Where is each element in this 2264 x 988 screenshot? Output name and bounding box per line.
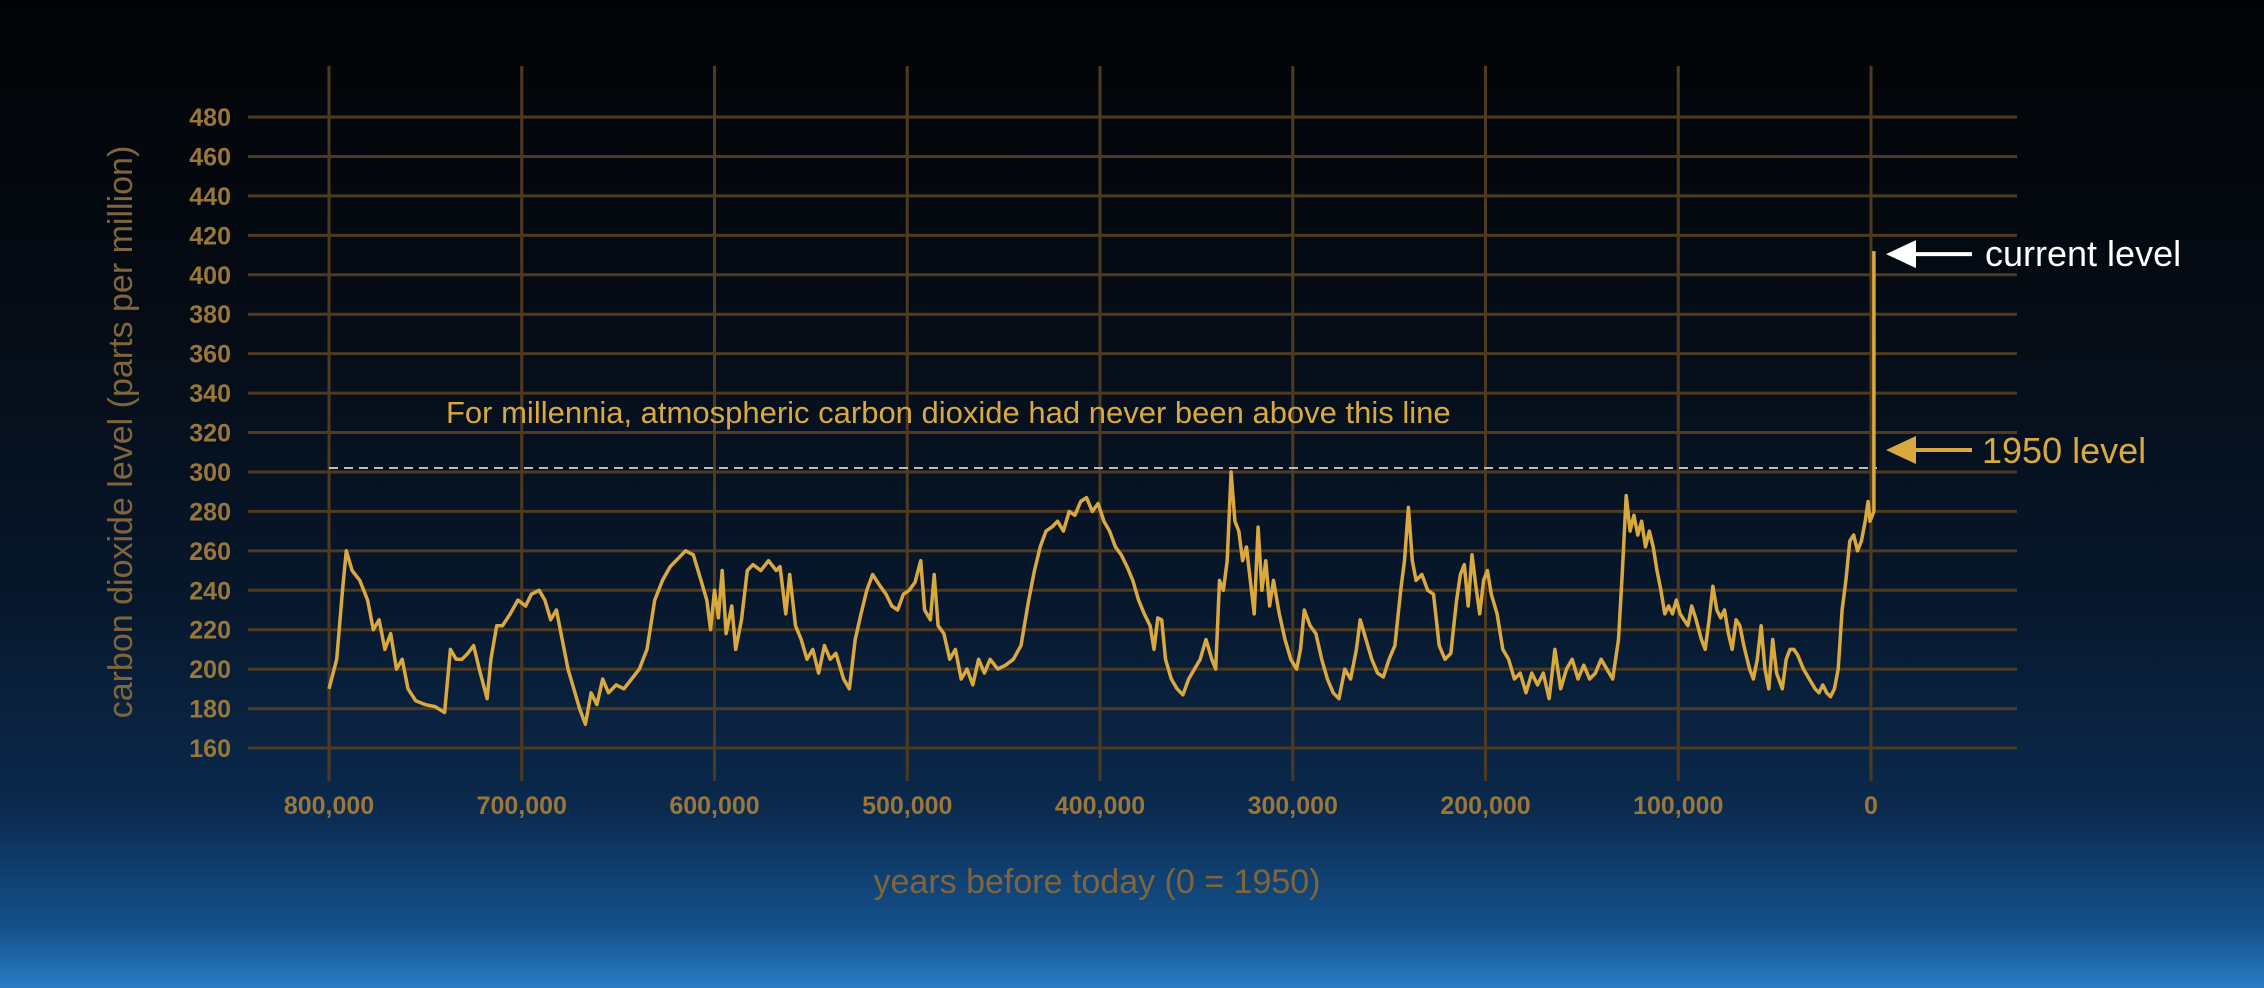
x-tick-label: 500,000 <box>862 792 952 820</box>
x-tick-labels: 800,000 700,000 600,000 500,000 400,000 300,0… <box>284 792 1878 820</box>
1950-level-label: 1950 level <box>1982 430 2146 471</box>
x-tick-label: 400,000 <box>1055 792 1145 820</box>
co2-series-line <box>327 251 1876 727</box>
y-tick-label: 280 <box>189 498 231 526</box>
y-tick-label: 420 <box>189 222 231 250</box>
x-tick-label: 100,000 <box>1633 792 1723 820</box>
x-tick-label: 700,000 <box>477 792 567 820</box>
x-tick-label: 300,000 <box>1248 792 1338 820</box>
y-tick-label: 260 <box>189 538 231 566</box>
y-tick-label: 300 <box>189 459 231 487</box>
y-tick-label: 180 <box>189 696 231 724</box>
threshold-annotation: For millennia, atmospheric carbon dioxid… <box>446 395 1451 430</box>
current-level-arrow-icon <box>1886 240 1972 269</box>
y-tick-label: 160 <box>189 735 231 763</box>
y-tick-label: 360 <box>189 341 231 369</box>
y-tick-label: 340 <box>189 380 231 408</box>
x-tick-label: 800,000 <box>284 792 374 820</box>
arrow-head <box>1886 240 1916 269</box>
y-tick-label: 480 <box>189 104 231 132</box>
x-tick-label: 600,000 <box>669 792 759 820</box>
y-tick-label: 380 <box>189 301 231 329</box>
y-tick-labels: 160 180 200 220 240 260 280 300 320 340 360 380 400 4… <box>189 104 231 763</box>
y-tick-label: 200 <box>189 656 231 684</box>
y-tick-label: 240 <box>189 577 231 605</box>
x-axis-title: years before today (0 = 1950) <box>874 863 1321 901</box>
y-tick-label: 320 <box>189 420 231 448</box>
y-tick-label: 220 <box>189 617 231 645</box>
1950-level-arrow-icon <box>1886 436 1972 464</box>
x-tick-label: 200,000 <box>1440 792 1530 820</box>
y-tick-label: 440 <box>189 183 231 211</box>
x-tick-label: 0 <box>1864 792 1878 820</box>
y-tick-label: 460 <box>189 143 231 171</box>
arrow-head <box>1886 436 1916 464</box>
y-axis-title: carbon dioxide level (parts per million) <box>102 146 140 719</box>
current-level-label: current level <box>1985 233 2181 274</box>
y-tick-label: 400 <box>189 262 231 290</box>
